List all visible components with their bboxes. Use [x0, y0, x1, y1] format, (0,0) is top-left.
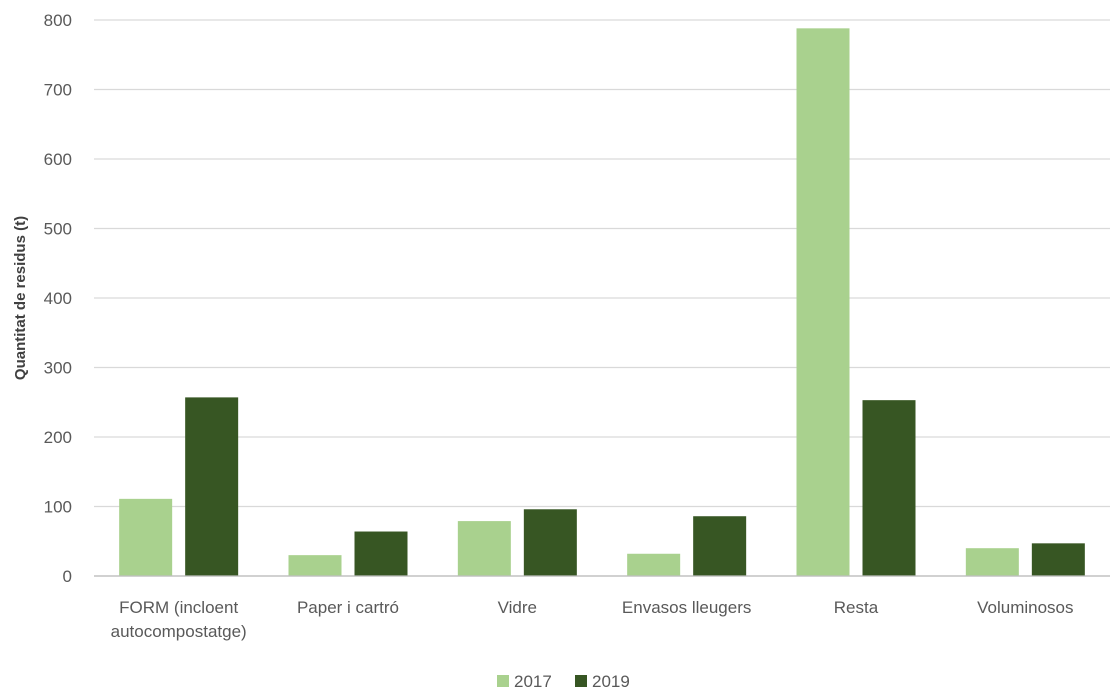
legend-label-2017: 2017: [514, 672, 552, 690]
legend-swatch-2017: [497, 675, 509, 687]
x-category-label-line: Resta: [834, 598, 879, 617]
bar-2017-1: [288, 555, 342, 576]
y-axis-title: Quantitat de residus (t): [12, 216, 29, 380]
y-tick-label: 400: [44, 289, 72, 308]
bar-2019-1: [354, 531, 408, 576]
y-tick-label: 700: [44, 81, 72, 100]
x-category-label-line: Voluminosos: [977, 598, 1073, 617]
bar-2019-0: [185, 397, 239, 576]
bar-2017-3: [627, 553, 681, 576]
y-tick-label: 100: [44, 498, 72, 517]
x-category-label-line: FORM (incloent: [119, 598, 238, 617]
bar-2017-0: [119, 498, 173, 576]
bar-2019-3: [693, 516, 747, 576]
x-category-label: Envasos lleugers: [622, 598, 751, 617]
bar-2019-2: [523, 509, 577, 576]
y-tick-label: 600: [44, 150, 72, 169]
legend-label-2019: 2019: [592, 672, 630, 690]
y-tick-label: 200: [44, 428, 72, 447]
bar-2019-4: [862, 400, 916, 576]
x-category-label: Resta: [834, 598, 879, 617]
x-axis-labels: FORM (incloent autocompostatge) Paper i ca…: [111, 598, 1074, 641]
bar-2019-5: [1031, 543, 1085, 576]
bar-2017-5: [965, 548, 1019, 576]
legend-swatch-2019: [575, 675, 587, 687]
y-tick-label: 500: [44, 220, 72, 239]
x-category-label: Paper i cartró: [297, 598, 399, 617]
x-category-label: FORM (incloent autocompostatge): [111, 598, 247, 641]
x-category-label-line: Envasos lleugers: [622, 598, 751, 617]
bars: [94, 28, 1110, 577]
x-category-label: Vidre: [498, 598, 537, 617]
y-axis-ticks: 0 100 200 300 400 500 600 700 800: [44, 11, 72, 586]
x-category-label-line: Vidre: [498, 598, 537, 617]
bar-2017-4: [796, 28, 850, 576]
legend: 2017 2019: [497, 672, 630, 691]
y-tick-label: 0: [63, 567, 72, 586]
bar-2017-2: [457, 521, 511, 576]
y-tick-label: 800: [44, 11, 72, 30]
x-category-label-line: autocompostatge): [111, 622, 247, 641]
x-category-label-line: Paper i cartró: [297, 598, 399, 617]
x-category-label: Voluminosos: [977, 598, 1073, 617]
y-tick-label: 300: [44, 359, 72, 378]
gridlines: [94, 19, 1110, 577]
